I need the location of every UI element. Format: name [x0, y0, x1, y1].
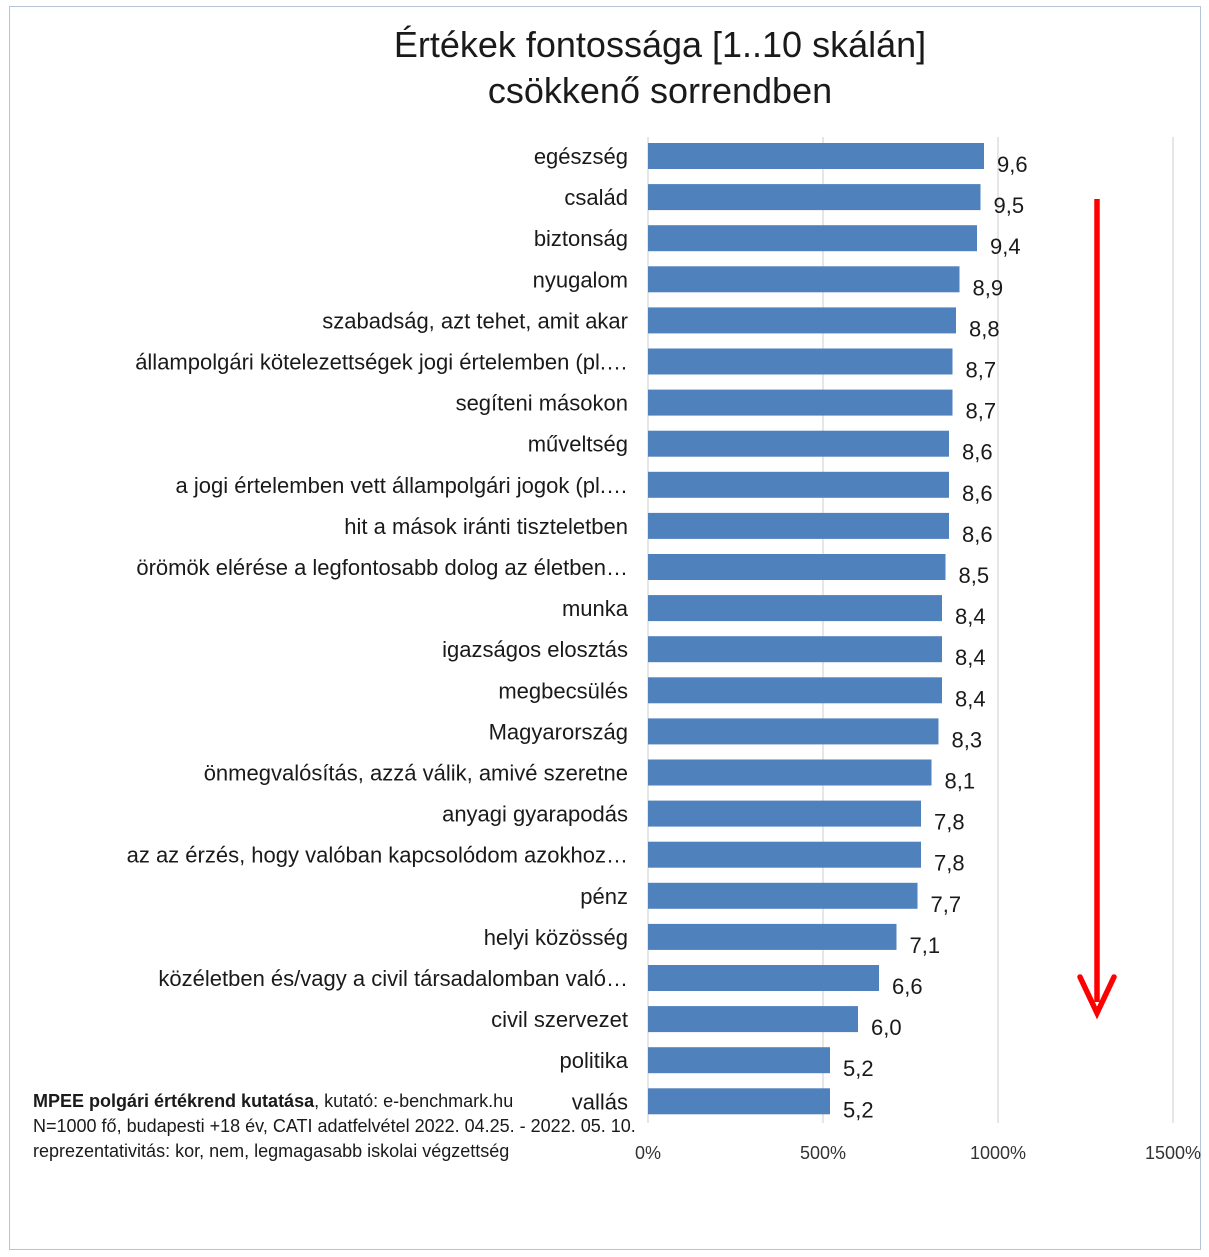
- category-label: biztonság: [534, 226, 628, 251]
- descending-order-arrow-icon: [1080, 199, 1114, 1013]
- category-label: igazságos elosztás: [442, 637, 628, 662]
- source-note: MPEE polgári értékrend kutatása, kutató:…: [33, 1089, 636, 1164]
- bar: [648, 842, 921, 868]
- category-label: szabadság, azt tehet, amit akar: [322, 308, 628, 333]
- value-label: 8,7: [966, 358, 997, 383]
- category-label: megbecsülés: [498, 678, 628, 703]
- value-label: 8,4: [955, 645, 986, 670]
- bar: [648, 1088, 830, 1114]
- source-line-1: MPEE polgári értékrend kutatása, kutató:…: [33, 1089, 636, 1114]
- category-label: a jogi értelemben vett állampolgári jogo…: [176, 473, 628, 498]
- value-label: 8,9: [973, 275, 1004, 300]
- x-tick-label: 1500%: [1145, 1143, 1201, 1163]
- survey-name: MPEE polgári értékrend kutatása: [33, 1091, 314, 1111]
- x-axis-tick-labels: 0% 500% 1000% 1500%: [635, 1143, 1201, 1163]
- category-label: család: [564, 185, 628, 210]
- value-label: 8,7: [966, 399, 997, 424]
- value-label: 7,7: [931, 892, 962, 917]
- category-label: Magyarország: [489, 719, 628, 744]
- value-label: 5,2: [843, 1056, 874, 1081]
- bar: [648, 431, 949, 457]
- value-label: 5,2: [843, 1097, 874, 1122]
- category-label: állampolgári kötelezettségek jogi értele…: [135, 350, 628, 375]
- category-label: pénz: [580, 884, 628, 909]
- bar: [648, 965, 879, 991]
- bar: [648, 883, 918, 909]
- value-label: 8,1: [945, 769, 976, 794]
- value-label: 7,8: [934, 810, 965, 835]
- value-label: 8,3: [952, 727, 983, 752]
- bar: [648, 760, 932, 786]
- bar: [648, 1006, 858, 1032]
- bar: [648, 143, 984, 169]
- value-label: 6,6: [892, 974, 923, 999]
- source-line-2: N=1000 fő, budapesti +18 év, CATI adatfe…: [33, 1114, 636, 1139]
- bar: [648, 924, 897, 950]
- value-label: 8,4: [955, 686, 986, 711]
- bar: [648, 307, 956, 333]
- value-label: 8,4: [955, 604, 986, 629]
- bar: [648, 184, 981, 210]
- category-label: helyi közösség: [484, 925, 628, 950]
- bar: [648, 636, 942, 662]
- category-label: egészség: [534, 144, 628, 169]
- category-label: önmegvalósítás, azzá válik, amivé szeret…: [204, 761, 628, 786]
- category-labels: egészség család biztonság nyugalom szabadság…: [127, 144, 629, 1114]
- value-label: 7,8: [934, 851, 965, 876]
- bar: [648, 472, 949, 498]
- bar: [648, 595, 942, 621]
- category-label: az az érzés, hogy valóban kapcsolódom az…: [127, 843, 628, 868]
- category-label: anyagi gyarapodás: [442, 802, 628, 827]
- bar: [648, 349, 953, 375]
- bar: [648, 718, 939, 744]
- category-label: műveltség: [528, 432, 628, 457]
- bar: [648, 554, 946, 580]
- bar: [648, 801, 921, 827]
- value-label: 8,5: [959, 563, 990, 588]
- bar: [648, 677, 942, 703]
- researcher: , kutató: e-benchmark.hu: [314, 1091, 513, 1111]
- category-label: civil szervezet: [491, 1007, 628, 1032]
- value-label: 8,6: [962, 522, 993, 547]
- value-label: 8,6: [962, 440, 993, 465]
- value-label: 9,4: [990, 234, 1021, 259]
- value-label: 9,5: [994, 193, 1025, 218]
- category-label: nyugalom: [533, 267, 628, 292]
- bars: [648, 143, 984, 1114]
- category-label: örömök elérése a legfontosabb dolog az é…: [136, 555, 628, 580]
- bar: [648, 1047, 830, 1073]
- value-label: 7,1: [910, 933, 941, 958]
- category-label: közéletben és/vagy a civil társadalomban…: [158, 966, 628, 991]
- x-tick-label: 500%: [800, 1143, 846, 1163]
- x-tick-label: 1000%: [970, 1143, 1026, 1163]
- value-label: 8,8: [969, 316, 1000, 341]
- value-label: 6,0: [871, 1015, 902, 1040]
- category-label: segíteni másokon: [456, 391, 628, 416]
- category-label: hit a mások iránti tiszteletben: [344, 514, 628, 539]
- value-label: 9,6: [997, 152, 1028, 177]
- bar: [648, 390, 953, 416]
- source-line-3: reprezentativitás: kor, nem, legmagasabb…: [33, 1139, 636, 1164]
- bar: [648, 513, 949, 539]
- x-tick-label: 0%: [635, 1143, 661, 1163]
- value-label: 8,6: [962, 481, 993, 506]
- category-label: politika: [560, 1048, 629, 1073]
- bar: [648, 266, 960, 292]
- category-label: munka: [562, 596, 629, 621]
- bar: [648, 225, 977, 251]
